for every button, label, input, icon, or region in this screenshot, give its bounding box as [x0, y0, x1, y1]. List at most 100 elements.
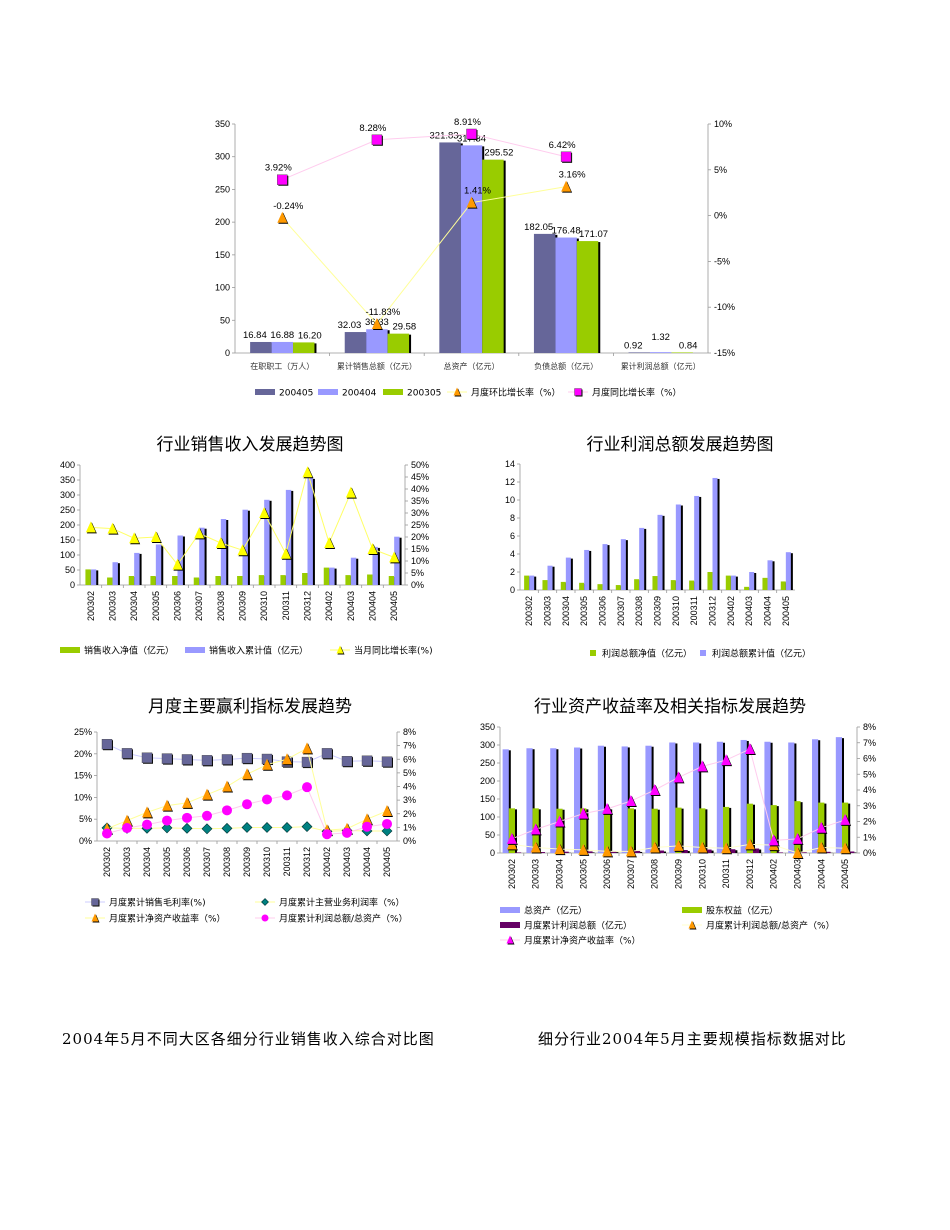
bar	[387, 333, 410, 353]
triangle-data-point	[182, 796, 192, 808]
y-tick-label: 250	[215, 184, 230, 194]
y-tick-label: 200	[215, 217, 230, 227]
diamond-data-point	[221, 822, 233, 834]
bar	[725, 575, 731, 590]
legend-label: 月度累计净资产收益率（%）	[109, 913, 226, 925]
y-tick-label: 50	[485, 830, 495, 840]
legend-label: 月度累计利润总额（亿元）	[524, 920, 632, 932]
bar	[271, 341, 294, 353]
category-label: 200311	[721, 859, 731, 888]
category-label: 200404	[816, 859, 826, 889]
bar	[439, 142, 461, 353]
legend-label: 销售收入累计值（亿元）	[209, 645, 308, 657]
triangle-data-point	[721, 754, 732, 766]
y2-tick-label: 5%	[714, 165, 727, 175]
chart-title: 行业资产收益率及相关指标发展趋势	[534, 697, 806, 717]
y2-tick-label: 7%	[403, 741, 416, 751]
category-label: 200309	[653, 596, 663, 626]
y-tick-label: 300	[215, 152, 230, 162]
circle-data-point	[202, 810, 212, 821]
category-label: 200308	[216, 591, 226, 621]
category-label: 200310	[697, 859, 707, 889]
legend-item: 200305	[383, 389, 441, 399]
y-tick-label: 100	[480, 812, 495, 822]
chart-4: 行业资产收益率及相关指标发展趋势 0 50 100 150 200 250 300 350 0% 1…	[480, 697, 876, 947]
bar	[652, 576, 658, 590]
category-label: 200403	[744, 596, 754, 626]
category-label: 200311	[689, 596, 699, 625]
bar	[107, 577, 113, 585]
bar	[172, 576, 178, 585]
triangle-data-point	[222, 780, 232, 792]
circle-data-point	[242, 799, 252, 810]
triangle-data-point	[530, 823, 541, 835]
y2-tick-label: 2%	[403, 809, 416, 819]
square-data-point	[381, 756, 393, 767]
legend-swatch	[500, 922, 520, 928]
triangle-data-point	[744, 838, 755, 850]
bar	[150, 576, 156, 585]
bar	[689, 580, 695, 590]
bar	[780, 581, 786, 590]
category-label: 200307	[616, 596, 626, 626]
square-data-point	[466, 128, 477, 140]
y-tick-label: 250	[60, 505, 75, 515]
bar	[620, 539, 626, 590]
bar	[285, 489, 292, 585]
y-tick-label: 400	[60, 460, 75, 470]
y-tick-label: 10	[505, 495, 515, 505]
bar	[526, 748, 533, 853]
category-label: 200312	[708, 596, 718, 626]
legend-square-icon	[574, 388, 582, 396]
bar	[565, 557, 571, 590]
triangle-data-point	[302, 466, 313, 478]
chart-title: 月度主要赢利指标发展趋势	[148, 697, 352, 717]
legend-label: 月度同比增长率（%）	[592, 387, 682, 399]
category-label: 200403	[342, 847, 352, 877]
chart-title: 行业销售收入发展趋势图	[157, 435, 344, 455]
bar	[707, 572, 713, 590]
bar	[329, 567, 335, 585]
bar	[529, 575, 535, 590]
legend-item: 月度累计销售毛利率(%)	[85, 897, 206, 909]
bar	[550, 748, 557, 853]
square-data-point	[341, 756, 353, 767]
square-data-point	[560, 151, 572, 162]
bar	[764, 741, 771, 853]
category-label: 累计销售总额（亿元）	[337, 361, 417, 371]
y2-tick-label: 0%	[411, 580, 424, 590]
y-tick-label: 300	[480, 740, 495, 750]
y-tick-label: 300	[60, 490, 75, 500]
triangle-data-point	[382, 805, 392, 817]
bar	[670, 580, 676, 590]
bar	[134, 552, 140, 585]
square-data-point	[121, 748, 133, 759]
legend-item: 当月同比增长率(%)	[330, 645, 433, 657]
category-label: 200302	[86, 591, 96, 621]
bar	[250, 341, 272, 353]
bar	[323, 567, 330, 585]
category-label: 总资产（亿元）	[444, 361, 500, 371]
legend-item: 月度环比增长率（%）	[447, 387, 561, 399]
diamond-data-point	[201, 823, 213, 835]
bar	[112, 562, 118, 585]
legend-triangle-icon	[453, 387, 461, 396]
line-data-label: 3.92%	[265, 163, 292, 174]
triangle-data-point	[673, 771, 684, 783]
triangle-data-point	[324, 537, 335, 548]
category-label: 200310	[259, 591, 269, 621]
legend-item: 月度累计净资产收益率（%）	[85, 913, 226, 925]
category-label: 200311	[282, 847, 292, 876]
y2-tick-label: 45%	[411, 472, 429, 482]
triangle-data-point	[530, 841, 541, 853]
category-label: 负债总额（亿元）	[534, 361, 598, 371]
category-label: 200402	[769, 859, 779, 889]
line-data-label: 1.41%	[464, 186, 491, 197]
bar	[634, 579, 640, 590]
bar	[597, 745, 605, 853]
y-tick-label: 350	[60, 475, 75, 485]
y-tick-label: 0	[510, 585, 515, 595]
bar-data-label: 176.48	[552, 226, 581, 237]
square-data-point	[141, 752, 153, 763]
y-tick-label: 150	[60, 535, 75, 545]
